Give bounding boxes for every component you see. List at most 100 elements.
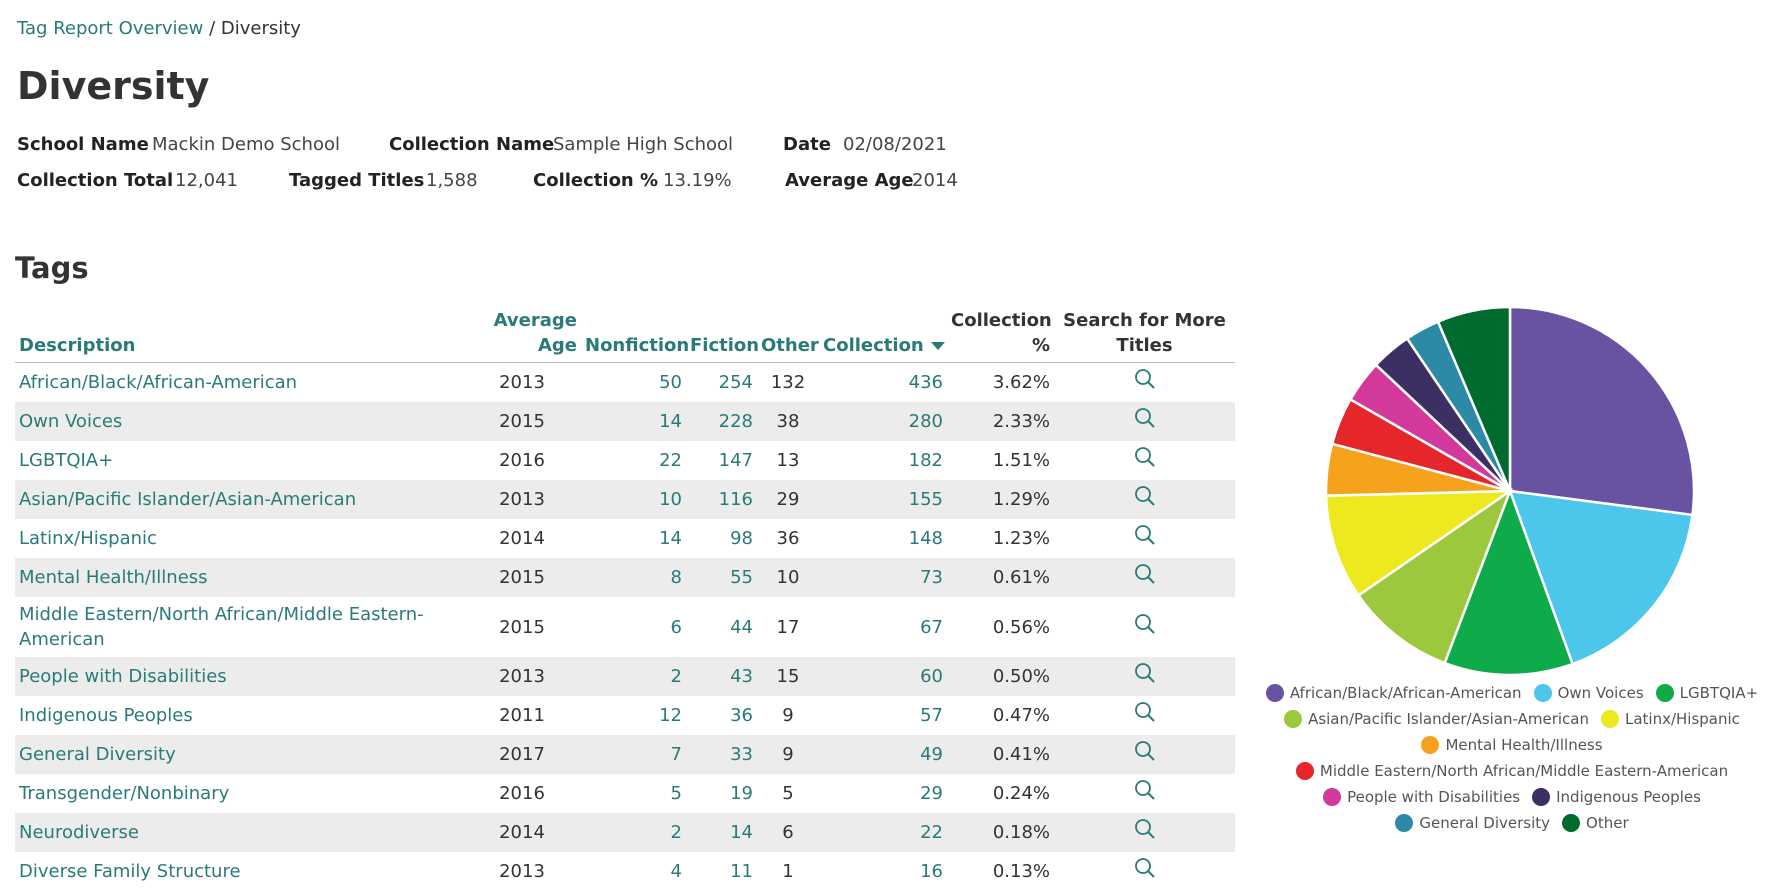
- cell-text: 5: [782, 783, 793, 804]
- search-icon[interactable]: [1134, 563, 1156, 585]
- cell-link[interactable]: 55: [730, 567, 753, 588]
- cell-link[interactable]: 116: [719, 489, 753, 510]
- table-cell: 10: [581, 480, 686, 519]
- cell-link[interactable]: 254: [719, 372, 753, 393]
- breadcrumb-link[interactable]: Tag Report Overview: [17, 18, 203, 39]
- cell-link[interactable]: 22: [920, 822, 943, 843]
- table-cell: 60: [819, 657, 947, 696]
- cell-link[interactable]: 11: [730, 861, 753, 882]
- cell-link[interactable]: General Diversity: [19, 744, 176, 765]
- cell-link[interactable]: 182: [909, 450, 943, 471]
- cell-link[interactable]: 33: [730, 744, 753, 765]
- cell-link[interactable]: 49: [920, 744, 943, 765]
- cell-link[interactable]: 148: [909, 528, 943, 549]
- cell-link[interactable]: 67: [920, 617, 943, 638]
- cell-link[interactable]: Asian/Pacific Islander/Asian-American: [19, 489, 356, 510]
- table-row: Middle Eastern/North African/Middle East…: [15, 597, 1235, 657]
- cell-link[interactable]: Transgender/Nonbinary: [19, 783, 229, 804]
- cell-link[interactable]: 280: [909, 411, 943, 432]
- cell-link[interactable]: 73: [920, 567, 943, 588]
- cell-link[interactable]: 155: [909, 489, 943, 510]
- cell-link[interactable]: 36: [730, 705, 753, 726]
- search-icon[interactable]: [1134, 740, 1156, 762]
- table-cell: 43: [686, 657, 757, 696]
- cell-link[interactable]: 57: [920, 705, 943, 726]
- search-icon-handle: [1148, 627, 1154, 633]
- cell-text: 38: [777, 411, 800, 432]
- column-header-text: Collection: [823, 335, 924, 356]
- cell-link[interactable]: LGBTQIA+: [19, 450, 113, 471]
- table-cell: 132: [757, 363, 819, 403]
- column-header[interactable]: Description: [15, 308, 463, 363]
- table-cell: 182: [819, 441, 947, 480]
- table-cell: 17: [757, 597, 819, 657]
- search-cell: [1054, 480, 1235, 519]
- cell-link[interactable]: 43: [730, 666, 753, 687]
- cell-link[interactable]: 436: [909, 372, 943, 393]
- cell-link[interactable]: 50: [659, 372, 682, 393]
- table-cell: 44: [686, 597, 757, 657]
- search-icon[interactable]: [1134, 613, 1156, 635]
- legend-item: Own Voices: [1534, 684, 1644, 702]
- cell-link[interactable]: Diverse Family Structure: [19, 861, 241, 882]
- cell-link[interactable]: 228: [719, 411, 753, 432]
- breadcrumb-separator: /: [209, 18, 215, 39]
- cell-link[interactable]: Own Voices: [19, 411, 122, 432]
- column-header[interactable]: Collection: [819, 308, 947, 363]
- legend-item: General Diversity: [1395, 814, 1550, 832]
- search-icon[interactable]: [1134, 485, 1156, 507]
- cell-link[interactable]: 2: [671, 822, 682, 843]
- cell-link[interactable]: 14: [659, 411, 682, 432]
- cell-link[interactable]: Middle Eastern/North African/Middle East…: [19, 604, 424, 650]
- search-icon[interactable]: [1134, 368, 1156, 390]
- column-header[interactable]: Fiction: [686, 308, 757, 363]
- cell-link[interactable]: 16: [920, 861, 943, 882]
- search-icon[interactable]: [1134, 818, 1156, 840]
- cell-link[interactable]: People with Disabilities: [19, 666, 227, 687]
- cell-link[interactable]: 12: [659, 705, 682, 726]
- table-cell: 0.18%: [947, 813, 1054, 852]
- cell-link[interactable]: 19: [730, 783, 753, 804]
- table-cell: 254: [686, 363, 757, 403]
- cell-link[interactable]: 6: [671, 617, 682, 638]
- cell-link[interactable]: 8: [671, 567, 682, 588]
- cell-link[interactable]: 29: [920, 783, 943, 804]
- search-icon[interactable]: [1134, 446, 1156, 468]
- search-icon[interactable]: [1134, 701, 1156, 723]
- search-icon[interactable]: [1134, 857, 1156, 879]
- cell-link[interactable]: African/Black/African-American: [19, 372, 297, 393]
- cell-link[interactable]: 22: [659, 450, 682, 471]
- cell-link[interactable]: 14: [659, 528, 682, 549]
- cell-link[interactable]: 147: [719, 450, 753, 471]
- cell-link[interactable]: Latinx/Hispanic: [19, 528, 157, 549]
- cell-link[interactable]: Indigenous Peoples: [19, 705, 193, 726]
- cell-link[interactable]: Mental Health/Illness: [19, 567, 208, 588]
- header-row: Description Average Age Nonfiction Ficti…: [15, 308, 1235, 363]
- search-icon[interactable]: [1134, 407, 1156, 429]
- cell-link[interactable]: 4: [671, 861, 682, 882]
- search-cell: [1054, 519, 1235, 558]
- cell-link[interactable]: 14: [730, 822, 753, 843]
- legend-label: LGBTQIA+: [1680, 684, 1759, 702]
- cell-link[interactable]: 44: [730, 617, 753, 638]
- cell-link[interactable]: 10: [659, 489, 682, 510]
- cell-link[interactable]: 2: [671, 666, 682, 687]
- cell-link[interactable]: Neurodiverse: [19, 822, 139, 843]
- search-icon[interactable]: [1134, 662, 1156, 684]
- search-icon[interactable]: [1134, 779, 1156, 801]
- cell-link[interactable]: 7: [671, 744, 682, 765]
- column-header[interactable]: Average Age: [463, 308, 581, 363]
- search-icon[interactable]: [1134, 524, 1156, 546]
- cell-link[interactable]: 98: [730, 528, 753, 549]
- table-cell: 11: [686, 852, 757, 891]
- cell-link[interactable]: 5: [671, 783, 682, 804]
- column-header[interactable]: Other: [757, 308, 819, 363]
- cell-link[interactable]: 60: [920, 666, 943, 687]
- search-cell: [1054, 657, 1235, 696]
- column-header[interactable]: Nonfiction: [581, 308, 686, 363]
- search-icon-handle: [1148, 538, 1154, 544]
